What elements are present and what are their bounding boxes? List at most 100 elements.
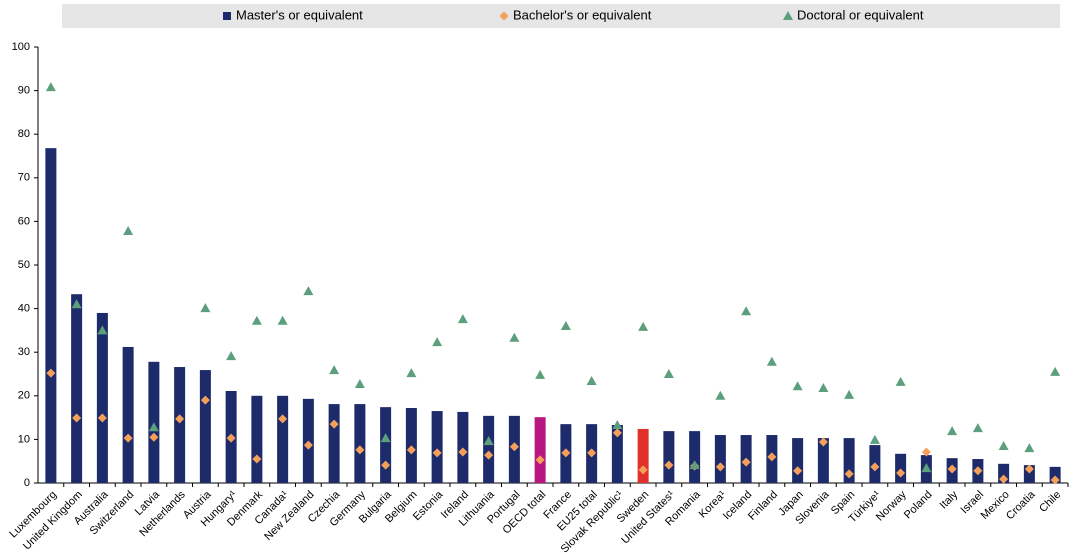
bar <box>251 395 263 483</box>
triangle-marker <box>766 356 777 366</box>
diamond-marker <box>947 464 957 474</box>
bar <box>714 435 726 483</box>
y-tick-label: 10 <box>18 433 30 445</box>
bar <box>534 417 546 483</box>
triangle-marker <box>947 426 958 436</box>
triangle-marker <box>380 433 391 443</box>
y-tick-label: 40 <box>18 303 30 315</box>
triangle-marker <box>844 389 855 399</box>
triangle-marker <box>586 375 597 385</box>
bar <box>611 425 623 483</box>
y-tick-label: 100 <box>12 41 30 53</box>
legend: Master's or equivalent Bachelor's or equi… <box>223 7 924 22</box>
diamond-marker <box>97 413 107 423</box>
triangle-marker <box>792 381 803 391</box>
diamond-marker <box>406 445 416 455</box>
y-tick-label: 90 <box>18 85 30 97</box>
y-tick-label: 60 <box>18 215 30 227</box>
diamond-marker <box>535 455 545 465</box>
triangle-marker <box>509 332 520 342</box>
diamond-marker <box>664 460 674 470</box>
bar <box>637 428 649 483</box>
bar <box>483 415 495 483</box>
bar <box>71 294 83 483</box>
diamond-marker <box>355 445 365 455</box>
triangle-marker <box>921 463 932 473</box>
triangle-marker <box>226 351 237 361</box>
triangle-marker <box>895 376 906 386</box>
y-tick-label: 20 <box>18 390 30 402</box>
triangle-marker <box>354 379 365 389</box>
legend-label: Master's or equivalent <box>236 7 363 22</box>
triangle-marker <box>689 460 700 470</box>
diamond-marker <box>123 433 133 443</box>
diamond-marker <box>767 452 777 462</box>
triangle-marker <box>998 440 1009 450</box>
legend-label: Doctoral or equivalent <box>797 7 924 22</box>
diamond-marker <box>844 469 854 479</box>
diamond-marker <box>921 447 931 457</box>
y-tick-label: 50 <box>18 259 30 271</box>
bar <box>431 411 443 483</box>
diamond-marker <box>818 437 828 447</box>
triangle-marker <box>200 303 211 313</box>
x-tick-label: Poland <box>902 489 935 522</box>
triangle-marker <box>329 365 340 375</box>
diamond-marker <box>1024 464 1034 474</box>
diamond-marker <box>612 428 622 438</box>
y-tick-label: 70 <box>18 172 30 184</box>
triangle-marker <box>148 422 159 432</box>
diamond-marker <box>715 462 725 472</box>
x-tick-label: Estonia <box>411 488 446 523</box>
diamond-marker <box>226 433 236 443</box>
bar <box>277 395 289 483</box>
diamond-marker <box>329 419 339 429</box>
triangle-marker <box>663 369 674 378</box>
diamond-marker <box>587 448 597 458</box>
triangle-marker <box>1024 443 1035 453</box>
triangle-marker <box>972 423 983 433</box>
triangle-marker <box>560 321 571 331</box>
bar <box>328 404 340 483</box>
bar <box>354 404 366 483</box>
triangle-marker <box>457 314 468 324</box>
diamond-marker <box>432 448 442 458</box>
triangle-marker <box>638 321 649 331</box>
bar <box>122 346 134 483</box>
legend-swatch <box>783 11 793 20</box>
bar <box>895 453 907 483</box>
bar <box>817 438 829 483</box>
bar <box>96 312 108 483</box>
diamond-marker <box>303 440 313 450</box>
diamond-marker <box>381 460 391 470</box>
legend-label: Bachelor's or equivalent <box>513 7 652 22</box>
diamond-marker <box>793 466 803 476</box>
diamond-marker <box>484 450 494 460</box>
x-tick-label: Croatia <box>1004 488 1038 522</box>
bar <box>1049 466 1061 483</box>
x-tick-label: Chile <box>1037 489 1063 515</box>
bar <box>380 407 392 483</box>
triangle-marker <box>303 286 314 296</box>
bar <box>689 431 701 483</box>
bar <box>663 431 675 483</box>
triangle-marker <box>123 225 134 235</box>
diamond-marker <box>278 414 288 424</box>
y-tick-label: 30 <box>18 346 30 358</box>
bar <box>1023 465 1035 483</box>
diamond-marker <box>896 468 906 478</box>
triangle-marker <box>406 368 417 378</box>
triangle-marker <box>612 420 623 430</box>
diamond-marker <box>638 465 648 475</box>
diamond-marker <box>200 395 210 405</box>
diamond-marker <box>509 442 519 452</box>
y-tick-label: 0 <box>24 477 30 489</box>
bar <box>843 438 855 483</box>
triangle-marker <box>535 369 546 379</box>
y-tick-label: 80 <box>18 128 30 140</box>
triangle-marker <box>71 299 82 309</box>
x-tick-label: Finland <box>746 489 780 523</box>
bar <box>174 367 186 483</box>
triangle-marker <box>251 315 262 325</box>
